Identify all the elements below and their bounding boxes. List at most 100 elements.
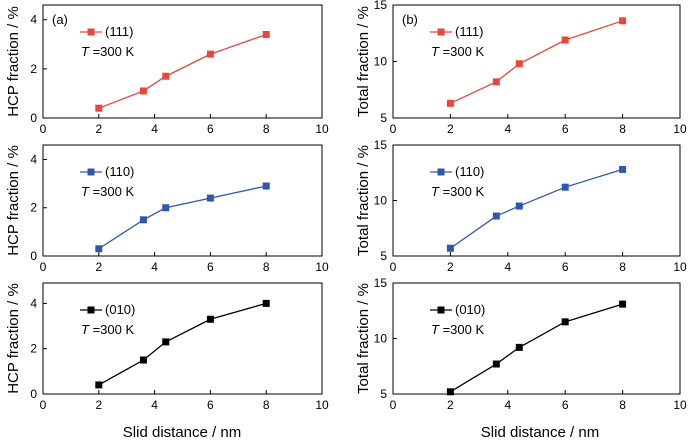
x-tick-label: 2 (95, 122, 102, 136)
y-tick-label: 10 (374, 194, 388, 208)
data-point (162, 338, 170, 346)
x-tick-label: 6 (207, 260, 214, 274)
legend-label: (111) (105, 24, 133, 39)
x-tick-label: 10 (315, 260, 329, 274)
y-tick-label: 4 (30, 152, 37, 166)
legend-temperature: T =300 K (431, 184, 484, 199)
y-tick-label: 2 (30, 342, 37, 356)
y-axis-label: Total fraction / % (355, 283, 372, 394)
y-tick-label: 15 (374, 0, 388, 12)
y-axis-label: HCP fraction / % (5, 283, 22, 394)
data-point (446, 244, 454, 252)
data-point (561, 318, 569, 326)
x-tick-label: 8 (263, 260, 270, 274)
x-tick-label: 2 (447, 398, 454, 412)
data-point (95, 245, 103, 253)
data-point (561, 183, 569, 191)
legend-marker (437, 168, 445, 176)
legend-label: (110) (455, 164, 484, 179)
legend-label: (010) (105, 302, 135, 317)
data-point (206, 50, 214, 58)
legend-marker (87, 28, 95, 36)
y-tick-label: 4 (30, 296, 37, 310)
y-tick-label: 15 (374, 276, 388, 290)
x-tick-label: 8 (619, 122, 626, 136)
x-tick-label: 4 (151, 122, 158, 136)
data-point (262, 182, 270, 190)
x-tick-label: 2 (95, 398, 102, 412)
legend-marker (437, 306, 445, 314)
series-line (450, 168, 623, 249)
data-point (139, 87, 147, 95)
data-point (515, 60, 523, 68)
x-tick-label: 0 (40, 260, 47, 274)
data-point (619, 17, 627, 25)
plot-frame (42, 144, 323, 257)
y-tick-label: 0 (30, 249, 37, 263)
x-tick-label: 6 (562, 260, 569, 274)
x-tick-label: 2 (447, 260, 454, 274)
data-point (206, 315, 214, 323)
x-tick-label: 6 (562, 398, 569, 412)
legend-temperature: T =300 K (431, 44, 484, 59)
x-tick-label: 8 (263, 398, 270, 412)
data-point (162, 204, 170, 212)
x-tick-label: 8 (619, 260, 626, 274)
y-tick-label: 10 (374, 55, 388, 69)
legend-label: (110) (105, 164, 134, 179)
legend-temperature: T =300 K (81, 184, 134, 199)
data-point (561, 36, 569, 44)
x-tick-label: 4 (504, 398, 511, 412)
data-point (619, 165, 627, 173)
x-tick-label: 10 (673, 398, 687, 412)
y-axis-label: HCP fraction / % (5, 6, 22, 117)
x-axis-label-left: Slid distance / nm (123, 424, 241, 441)
legend-marker (87, 168, 95, 176)
y-axis-label: Total fraction / % (355, 6, 372, 117)
y-tick-label: 10 (374, 332, 388, 346)
panel-label-b: (b) (402, 12, 418, 27)
panel-label-a: (a) (52, 12, 68, 27)
legend-temperature: T =300 K (81, 44, 134, 59)
x-tick-label: 8 (263, 122, 270, 136)
y-tick-label: 0 (30, 111, 37, 125)
plot-frame (42, 282, 323, 395)
series-line (450, 303, 623, 393)
x-tick-label: 6 (207, 122, 214, 136)
data-point (139, 216, 147, 224)
x-tick-label: 10 (315, 398, 329, 412)
data-point (206, 194, 214, 202)
legend-temperature: T =300 K (81, 322, 134, 337)
subplot-a-middle: 0 2 4 6 8 10 0 2 4 HCP fraction / % (110) T =300 K (5, 144, 329, 274)
data-point (139, 356, 147, 364)
subplot-grid: 0 2 4 6 8 10 0 2 4 HCP fraction / % (111) T =300 K 0… (5, 0, 687, 412)
legend-marker (437, 28, 445, 36)
x-tick-label: 0 (40, 398, 47, 412)
x-tick-label: 2 (447, 122, 454, 136)
x-tick-label: 4 (504, 122, 511, 136)
y-axis-label: HCP fraction / % (5, 145, 22, 256)
y-axis-label: Total fraction / % (355, 145, 372, 256)
data-point (95, 104, 103, 112)
x-tick-label: 0 (40, 122, 47, 136)
data-point (492, 78, 500, 86)
x-tick-label: 4 (504, 260, 511, 274)
subplot-a-top: 0 2 4 6 8 10 0 2 4 HCP fraction / % (111) T =300 K (5, 4, 329, 136)
x-tick-label: 4 (151, 260, 158, 274)
plot-frame (392, 144, 681, 257)
y-tick-label: 5 (380, 111, 387, 125)
x-tick-label: 10 (673, 260, 687, 274)
x-tick-label: 10 (315, 122, 329, 136)
y-tick-label: 2 (30, 201, 37, 215)
x-axis-label-right: Slid distance / nm (481, 424, 599, 441)
plot-frame (42, 4, 323, 119)
legend-label: (010) (455, 302, 485, 317)
data-point (262, 30, 270, 38)
y-tick-label: 5 (380, 249, 387, 263)
plot-frame (392, 4, 681, 119)
data-point (446, 99, 454, 107)
y-tick-label: 0 (30, 387, 37, 401)
x-tick-label: 0 (390, 260, 397, 274)
